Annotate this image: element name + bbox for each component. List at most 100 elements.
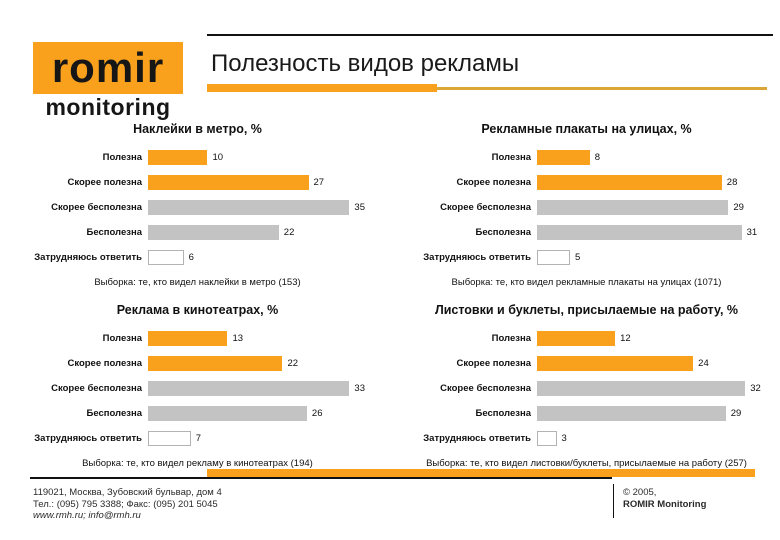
chart-row: Скорее бесполезна 32 bbox=[405, 376, 768, 401]
title-underline-thin bbox=[437, 87, 767, 90]
bar bbox=[537, 331, 616, 346]
bar-category-label: Скорее полезна bbox=[456, 177, 531, 188]
bar-track: 6 bbox=[148, 250, 365, 265]
bar-value-label: 28 bbox=[726, 177, 738, 188]
bar-track: 31 bbox=[537, 225, 768, 240]
chart-row: Бесполезна 26 bbox=[30, 401, 365, 426]
chart-row: Полезна 12 bbox=[405, 326, 768, 351]
bar bbox=[148, 250, 184, 265]
chart-row: Полезна 10 bbox=[30, 145, 365, 170]
bar-value-label: 10 bbox=[212, 152, 224, 163]
bar bbox=[537, 200, 729, 215]
bar-track: 35 bbox=[148, 200, 365, 215]
chart-title: Рекламные плакаты на улицах, % bbox=[481, 122, 692, 136]
footer-orange-rule bbox=[207, 469, 755, 477]
bar-track: 28 bbox=[537, 175, 768, 190]
bar-category-label: Полезна bbox=[491, 333, 531, 344]
chart-title: Реклама в кинотеатрах, % bbox=[116, 303, 279, 317]
chart-row: Скорее полезна 24 bbox=[405, 351, 768, 376]
bar-track: 5 bbox=[537, 250, 768, 265]
bar-category-label: Полезна bbox=[102, 152, 142, 163]
bar-value-label: 7 bbox=[195, 433, 202, 444]
bar-value-label: 32 bbox=[750, 383, 761, 394]
bar bbox=[537, 431, 557, 446]
romir-logo-text: romir bbox=[51, 44, 165, 91]
bar-value-label: 12 bbox=[620, 333, 631, 344]
chart-work-leaflets: Листовки и буклеты, присылаемые на работ… bbox=[405, 303, 768, 469]
chart-caption: Выборка: те, кто видел листовки/буклеты,… bbox=[426, 458, 747, 469]
chart-row: Затрудняюсь ответить 7 bbox=[30, 426, 365, 451]
bar bbox=[537, 356, 694, 371]
bar-category-label: Скорее полезна bbox=[67, 177, 142, 188]
bar-value-label: 3 bbox=[561, 433, 567, 444]
page-title: Полезность видов рекламы bbox=[211, 50, 520, 77]
chart-caption: Выборка: те, кто видел рекламу в кинотеа… bbox=[82, 458, 313, 469]
bar-category-label: Скорее бесполезна bbox=[440, 202, 531, 213]
monitoring-logo-text: monitoring bbox=[45, 94, 171, 120]
bar bbox=[148, 175, 309, 190]
bar bbox=[537, 381, 746, 396]
bar bbox=[537, 406, 726, 421]
chart-row: Скорее бесполезна 35 bbox=[30, 195, 365, 220]
chart-row: Скорее полезна 27 bbox=[30, 170, 365, 195]
company-address: 119021, Москва, Зубовский бульвар, дом 4… bbox=[33, 487, 222, 522]
bar-track: 26 bbox=[148, 406, 365, 421]
bar-category-label: Бесполезна bbox=[475, 408, 531, 419]
bar bbox=[148, 406, 307, 421]
chart-title: Наклейки в метро, % bbox=[133, 122, 262, 136]
footer-black-rule bbox=[30, 477, 612, 479]
chart-bars: Полезна 13 Скорее полезна 22 Скорее бесполез… bbox=[30, 326, 365, 451]
bar-track: 29 bbox=[537, 406, 768, 421]
bar-track: 22 bbox=[148, 356, 365, 371]
bar-value-label: 29 bbox=[733, 202, 744, 213]
chart-bars: Полезна 8 Скорее полезна 28 Скорее бесполезн… bbox=[405, 145, 768, 270]
bar-category-label: Полезна bbox=[102, 333, 142, 344]
bar-category-label: Скорее полезна bbox=[456, 358, 531, 369]
bar-value-label: 29 bbox=[730, 408, 742, 419]
bar-value-label: 26 bbox=[311, 408, 323, 419]
chart-row: Бесполезна 29 bbox=[405, 401, 768, 426]
chart-row: Затрудняюсь ответить 5 bbox=[405, 245, 768, 270]
copyright-company: ROMIR Monitoring bbox=[623, 498, 707, 510]
chart-row: Полезна 8 bbox=[405, 145, 768, 170]
chart-row: Бесполезна 22 bbox=[30, 220, 365, 245]
header-top-rule bbox=[207, 34, 773, 36]
chart-row: Скорее полезна 28 bbox=[405, 170, 768, 195]
bar-value-label: 8 bbox=[594, 152, 601, 163]
bar-track: 24 bbox=[537, 356, 768, 371]
title-underline-thick bbox=[207, 84, 437, 92]
bar-category-label: Скорее полезна bbox=[67, 358, 142, 369]
bar-category-label: Затрудняюсь ответить bbox=[34, 433, 142, 444]
bar-value-label: 5 bbox=[575, 252, 581, 263]
bar-track: 29 bbox=[537, 200, 768, 215]
bar-value-label: 35 bbox=[354, 202, 365, 213]
chart-metro-stickers: Наклейки в метро, % Полезна 10 Скорее поле… bbox=[30, 122, 365, 288]
chart-row: Скорее бесполезна 29 bbox=[405, 195, 768, 220]
bar bbox=[537, 175, 722, 190]
bar-category-label: Полезна bbox=[491, 152, 531, 163]
chart-row: Полезна 13 bbox=[30, 326, 365, 351]
copyright: © 2005, ROMIR Monitoring bbox=[623, 487, 706, 510]
bar-category-label: Скорее бесполезна bbox=[51, 383, 142, 394]
chart-street-posters: Рекламные плакаты на улицах, % Полезна 8 С… bbox=[405, 122, 768, 288]
bar-value-label: 6 bbox=[188, 252, 194, 263]
bar-category-label: Скорее бесполезна bbox=[440, 383, 531, 394]
bar-track: 12 bbox=[537, 331, 768, 346]
chart-row: Затрудняюсь ответить 3 bbox=[405, 426, 768, 451]
bar-value-label: 22 bbox=[287, 358, 299, 369]
bar bbox=[148, 150, 208, 165]
bar-value-label: 27 bbox=[313, 177, 325, 188]
bar-category-label: Затрудняюсь ответить bbox=[34, 252, 142, 263]
chart-row: Бесполезна 31 bbox=[405, 220, 768, 245]
address-website: www.rmh.ru; info@rmh.ru bbox=[33, 510, 141, 521]
bar-value-label: 22 bbox=[283, 227, 295, 238]
chart-row: Затрудняюсь ответить 6 bbox=[30, 245, 365, 270]
copyright-year: © 2005, bbox=[623, 487, 657, 498]
address-line: Тел.: (095) 795 3388; Факс: (095) 201 50… bbox=[33, 498, 218, 510]
bar bbox=[148, 225, 279, 240]
bar-track: 7 bbox=[148, 431, 365, 446]
bar-value-label: 33 bbox=[354, 383, 365, 394]
chart-caption: Выборка: те, кто видел наклейки в метро … bbox=[94, 277, 301, 288]
bar-category-label: Скорее бесполезна bbox=[51, 202, 142, 213]
